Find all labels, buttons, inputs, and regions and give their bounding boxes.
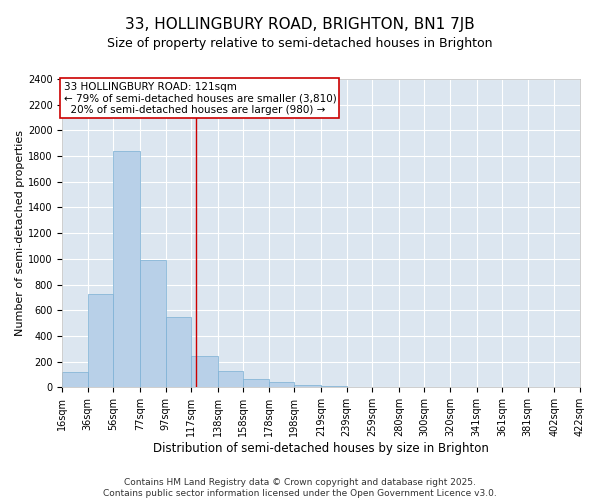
Bar [218, 370, 244, 388]
Bar [166, 316, 191, 388]
Bar [269, 382, 295, 388]
Bar [113, 151, 140, 388]
Bar [88, 294, 113, 388]
Bar [321, 386, 347, 388]
Bar [244, 379, 269, 388]
Y-axis label: Number of semi-detached properties: Number of semi-detached properties [15, 130, 25, 336]
Bar [191, 356, 218, 388]
Bar [140, 260, 166, 388]
Text: Size of property relative to semi-detached houses in Brighton: Size of property relative to semi-detach… [107, 38, 493, 51]
Text: Contains HM Land Registry data © Crown copyright and database right 2025.
Contai: Contains HM Land Registry data © Crown c… [103, 478, 497, 498]
Bar [62, 372, 88, 388]
Text: 33, HOLLINGBURY ROAD, BRIGHTON, BN1 7JB: 33, HOLLINGBURY ROAD, BRIGHTON, BN1 7JB [125, 18, 475, 32]
X-axis label: Distribution of semi-detached houses by size in Brighton: Distribution of semi-detached houses by … [153, 442, 489, 455]
Bar [295, 385, 321, 388]
Bar [347, 386, 372, 388]
Text: 33 HOLLINGBURY ROAD: 121sqm
← 79% of semi-detached houses are smaller (3,810)
  : 33 HOLLINGBURY ROAD: 121sqm ← 79% of sem… [64, 82, 336, 115]
